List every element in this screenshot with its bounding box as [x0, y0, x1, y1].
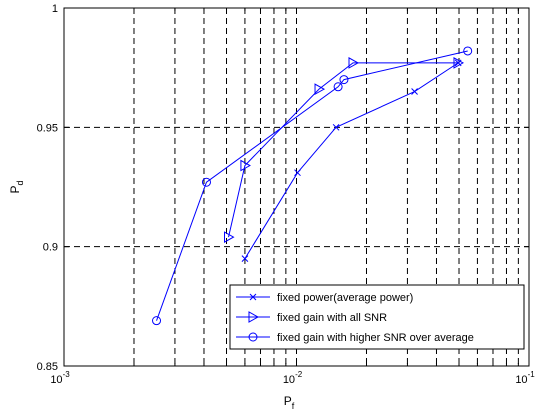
- y-tick-label: 0.85: [37, 361, 58, 373]
- x-tick-label-base: 10: [515, 374, 527, 386]
- x-tick-label-base: 10: [283, 374, 295, 386]
- x-tick-label-exponent: -1: [528, 370, 536, 379]
- legend: fixed power(average power) fixed gain wi…: [230, 285, 524, 349]
- x-tick-label-base: 10: [50, 374, 62, 386]
- y-tick-label: 1: [52, 3, 58, 15]
- y-axis-label-main: P: [8, 186, 22, 194]
- legend-label-fixed-gain-higher: fixed gain with higher SNR over average: [277, 332, 474, 344]
- x-tick-label-exponent: -2: [295, 370, 303, 379]
- y-axis-label-sub: d: [15, 180, 25, 185]
- x-axis-label-main: P: [284, 394, 292, 408]
- x-tick-label-exponent: -3: [63, 370, 71, 379]
- legend-label-fixed-gain-all: fixed gain with all SNR: [277, 312, 387, 324]
- y-tick-label: 0.95: [37, 122, 58, 134]
- legend-label-fixed-power: fixed power(average power): [277, 292, 413, 304]
- y-tick-label: 0.9: [43, 242, 58, 254]
